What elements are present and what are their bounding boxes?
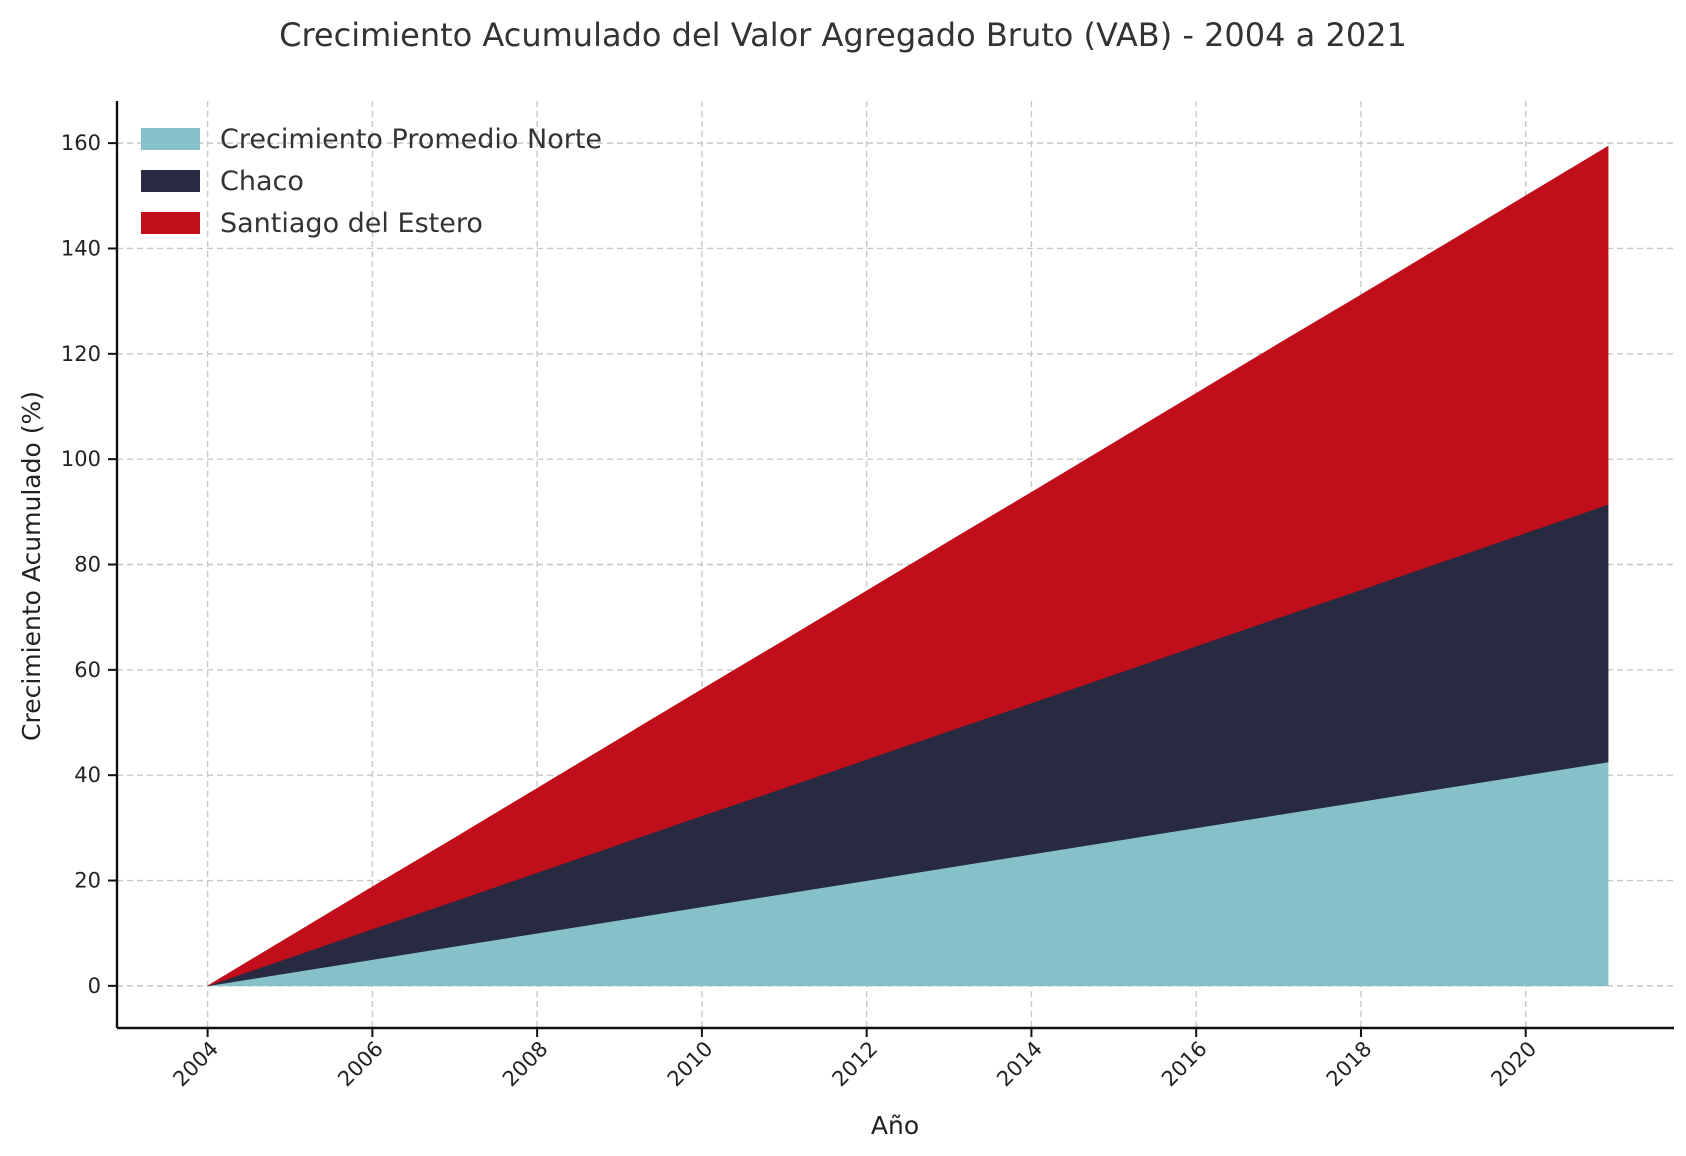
legend-swatch-1 xyxy=(141,128,200,150)
x-axis-label: Año xyxy=(871,1111,919,1140)
x-tick-label: 2008 xyxy=(498,1037,553,1092)
x-tick-label: 2018 xyxy=(1322,1037,1377,1092)
legend-swatch-3 xyxy=(141,212,200,234)
y-tick-label: 120 xyxy=(61,342,101,366)
x-tick-label: 2016 xyxy=(1157,1037,1212,1092)
y-ticks: 0 20 40 60 80 100 120 140 160 xyxy=(61,131,117,998)
legend-label-1: Crecimiento Promedio Norte xyxy=(220,124,602,155)
y-axis-label: Crecimiento Acumulado (%) xyxy=(17,391,46,741)
x-ticks: 2004 2006 2008 2010 2012 2014 2016 2018 2020 xyxy=(168,1028,1541,1091)
chart-title: Crecimiento Acumulado del Valor Agregado… xyxy=(279,16,1407,54)
y-tick-label: 60 xyxy=(74,658,101,682)
area-series-group xyxy=(207,145,1609,987)
y-tick-label: 100 xyxy=(61,447,101,471)
x-tick-label: 2014 xyxy=(992,1037,1047,1092)
x-tick-label: 2004 xyxy=(168,1037,223,1092)
x-tick-label: 2010 xyxy=(663,1037,718,1092)
y-tick-label: 40 xyxy=(74,763,101,787)
y-tick-label: 0 xyxy=(88,974,101,998)
legend: Crecimiento Promedio Norte Chaco Santiago … xyxy=(141,124,602,239)
x-tick-label: 2020 xyxy=(1486,1037,1541,1092)
x-tick-label: 2006 xyxy=(333,1037,388,1092)
y-tick-label: 80 xyxy=(74,553,101,577)
legend-swatch-2 xyxy=(141,170,200,192)
legend-label-2: Chaco xyxy=(220,166,304,197)
y-tick-label: 20 xyxy=(74,869,101,893)
x-tick-label: 2012 xyxy=(827,1037,882,1092)
y-tick-label: 140 xyxy=(61,236,101,260)
area-series-3 xyxy=(207,145,1609,987)
legend-label-3: Santiago del Estero xyxy=(220,208,483,239)
y-tick-label: 160 xyxy=(61,131,101,155)
